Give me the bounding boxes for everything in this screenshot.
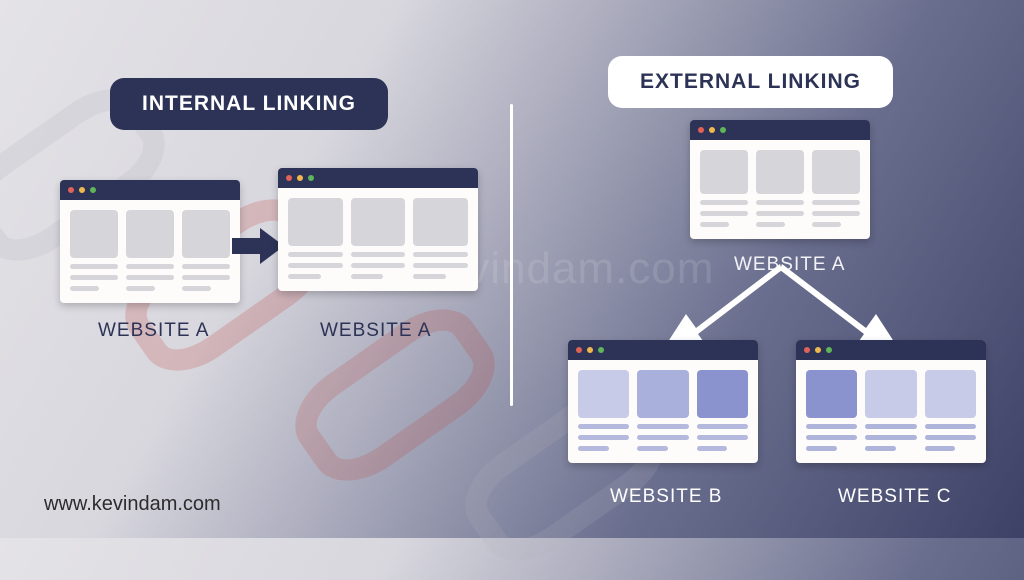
internal-caption-a1: WEBSITE A — [98, 320, 209, 342]
external-linking-title: EXTERNAL LINKING — [608, 56, 893, 108]
external-caption-c: WEBSITE C — [838, 486, 952, 508]
external-website-b — [568, 340, 758, 463]
internal-linking-title: INTERNAL LINKING — [110, 78, 388, 130]
external-caption-b: WEBSITE B — [610, 486, 722, 508]
footer-url: www.kevindam.com — [44, 493, 221, 516]
section-divider — [510, 104, 513, 406]
internal-website-a-right — [278, 168, 478, 291]
external-website-a — [690, 120, 870, 239]
internal-website-a-left — [60, 180, 240, 303]
external-website-c — [796, 340, 986, 463]
external-caption-a: WEBSITE A — [734, 254, 845, 276]
internal-caption-a2: WEBSITE A — [320, 320, 431, 342]
